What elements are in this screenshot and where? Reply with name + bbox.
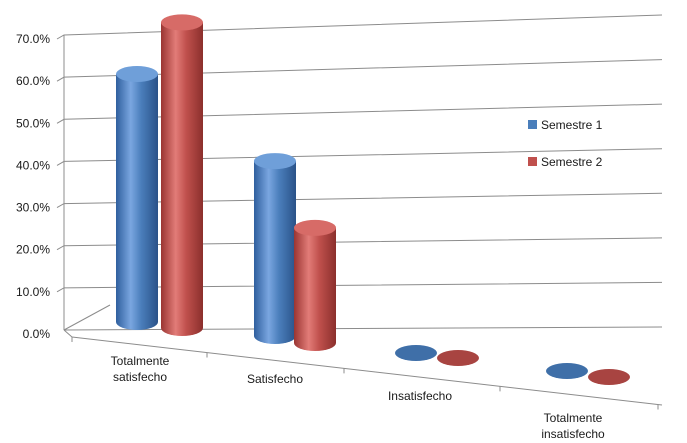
bar [546,363,588,379]
bar-top [254,153,296,170]
y-tick-label: 50.0% [16,116,50,130]
bar-top [116,66,158,82]
y-axis-tick-labels: 0.0% 10.0% 20.0% 30.0% 40.0% 50.0% 60.0% 70.0% [16,32,50,341]
y-tick-label: 20.0% [16,243,50,257]
axes [63,35,663,406]
bar-body [116,74,158,330]
bars [116,14,630,385]
x-category-label: Totalmente satisfecho [111,354,170,384]
bar [588,369,630,385]
legend-label-semestre-1: Semestre 1 [541,118,603,132]
bar [294,219,336,351]
y-tick-label: 60.0% [16,74,50,88]
left-wall-floor [63,329,73,338]
x-category-label: Insatisfecho [388,389,452,403]
bar-base [546,363,588,379]
bar-body [161,22,203,337]
y-tick-label: 40.0% [16,158,50,172]
bar [395,345,437,361]
legend-entry-semestre-2: Semestre 2 [528,155,603,169]
floor-back-edge [63,304,111,331]
bar [161,14,203,337]
bar-body [254,161,296,344]
bar [116,66,158,330]
y-tick-label: 10.0% [16,285,50,299]
bar-body [294,227,336,351]
legend-entry-semestre-1: Semestre 1 [528,118,603,132]
y-tick-label: 0.0% [23,327,51,341]
bar-top [294,219,336,236]
y-tick-label: 30.0% [16,201,50,215]
x-axis-category-labels: Totalmente satisfecho Satisfecho Insatisfec… [71,337,659,441]
gridline [56,14,663,40]
legend-swatch-semestre-1 [528,120,537,129]
floor-front-edge [71,336,663,406]
x-category-label: Totalmente insatisfecho [541,411,605,441]
bar [437,350,479,366]
legend-swatch-semestre-2 [528,157,537,166]
legend-label-semestre-2: Semestre 2 [541,155,603,169]
bar-base [437,350,479,366]
bar [254,153,296,344]
bar-base [588,369,630,385]
legend: Semestre 1 Semestre 2 [528,118,603,169]
bar-base [395,345,437,361]
gridline [63,326,663,331]
x-category-label: Satisfecho [247,372,303,386]
y-tick-label: 70.0% [16,32,50,46]
bar-top [161,14,203,31]
